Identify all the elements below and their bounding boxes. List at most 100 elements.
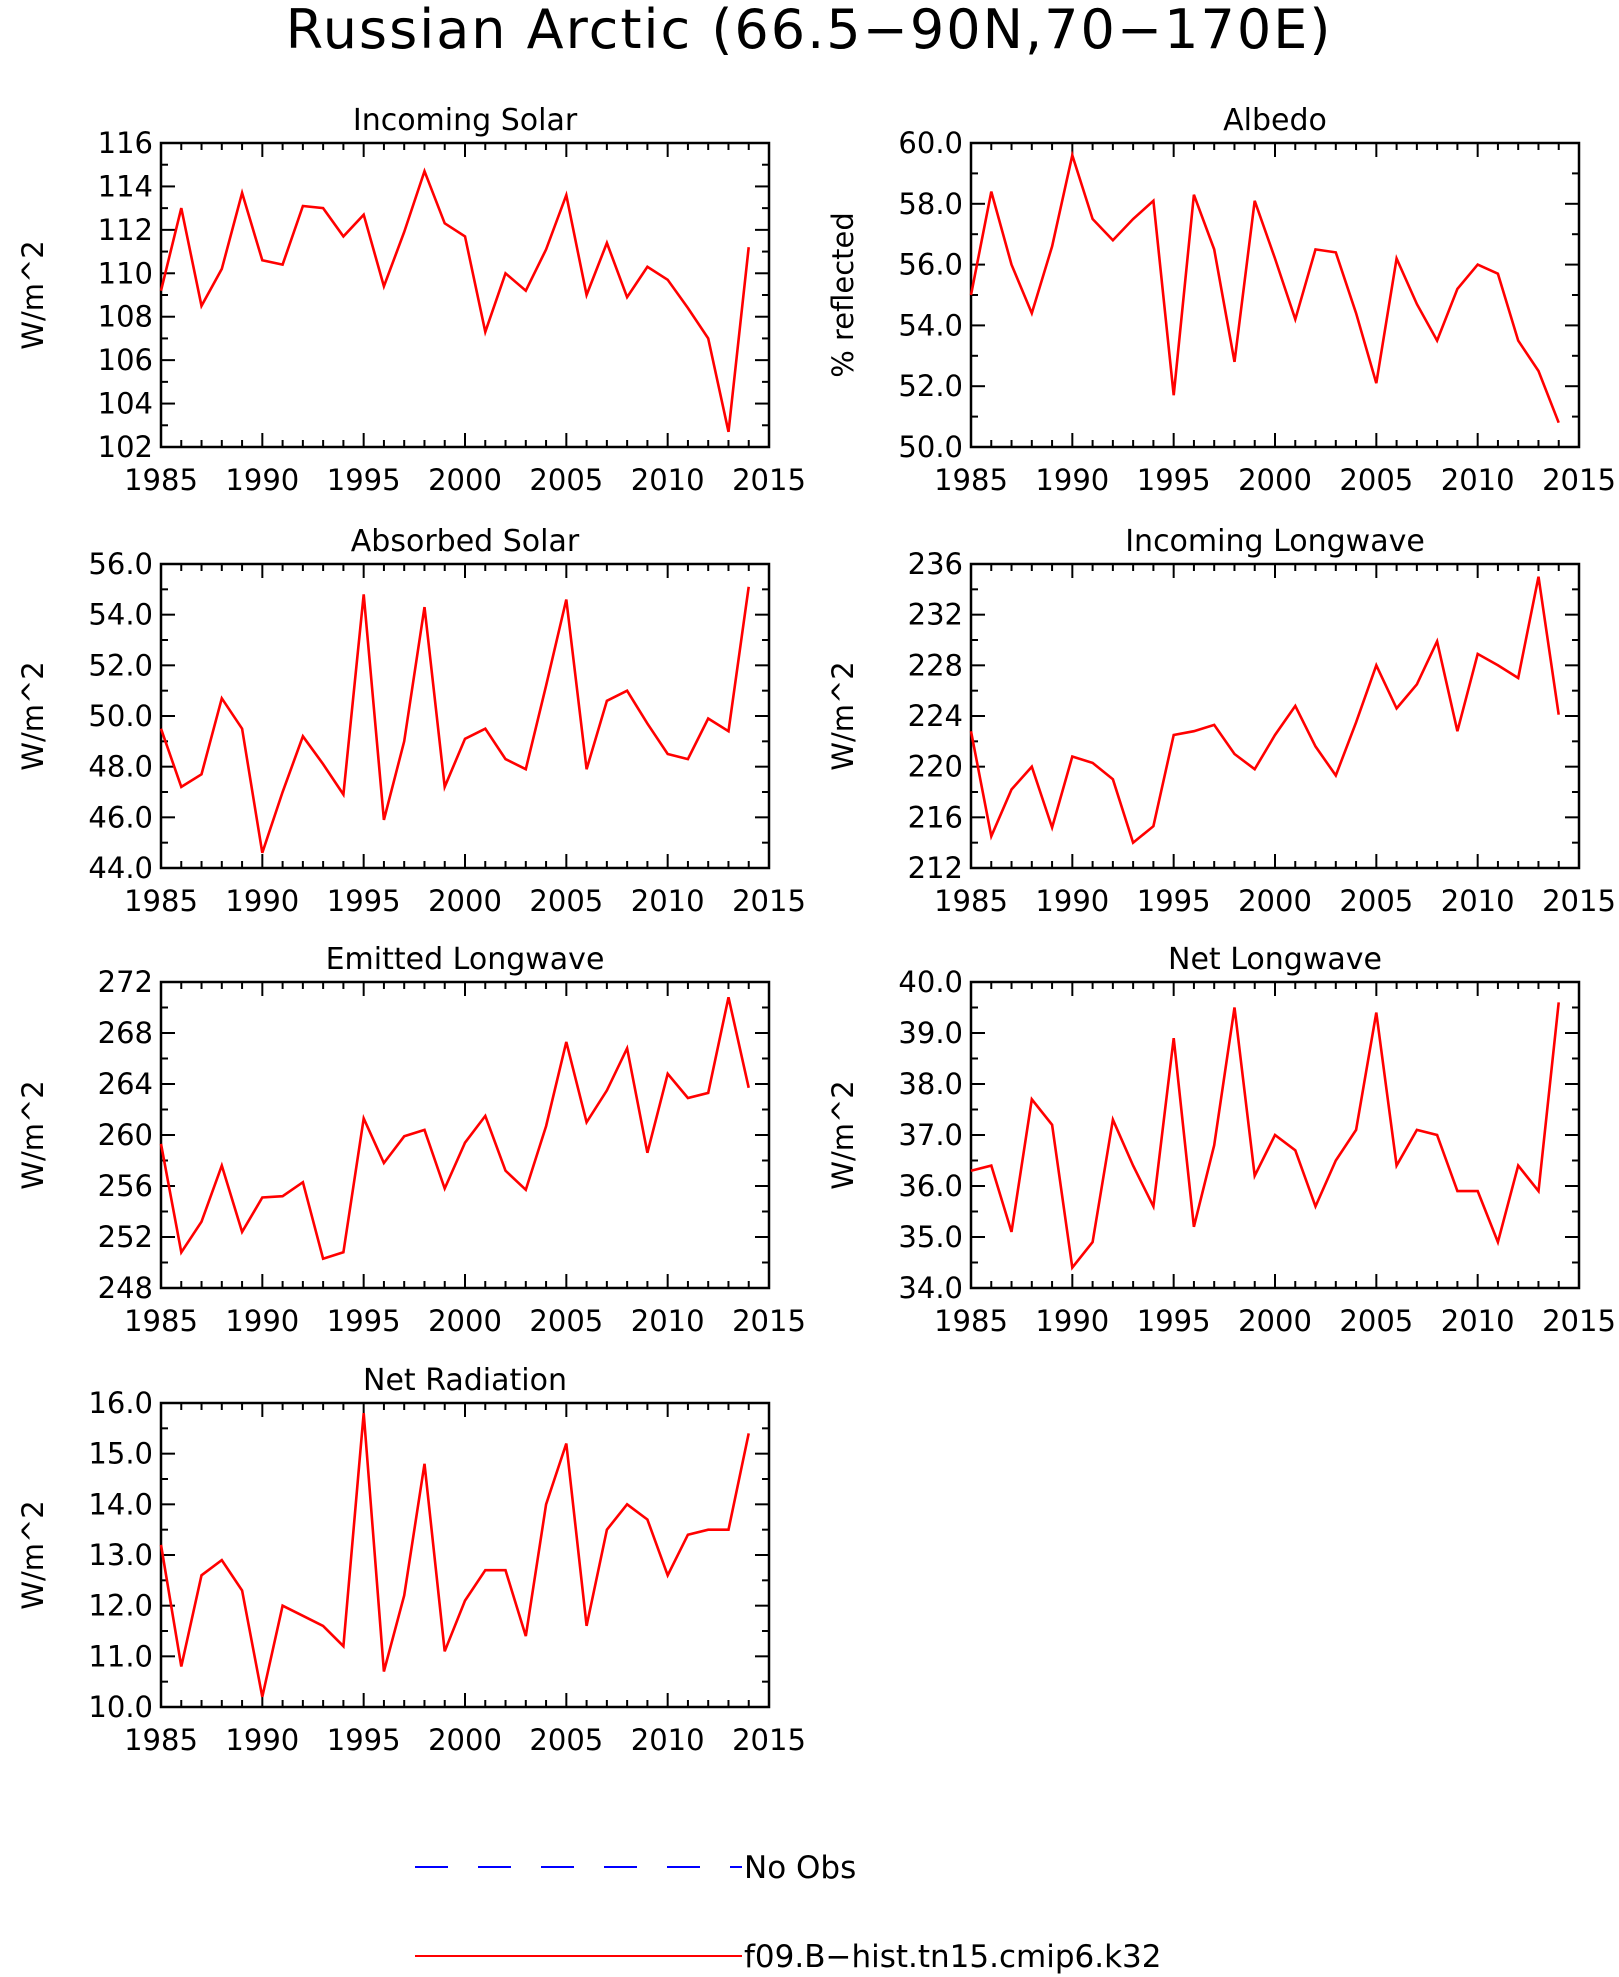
y-tick-label: 252 — [98, 1220, 153, 1254]
legend-label-no-obs: No Obs — [744, 1850, 856, 1886]
y-tick-label: 102 — [98, 430, 153, 464]
x-tick-label: 2005 — [1339, 463, 1413, 497]
x-tick-label: 1990 — [225, 463, 299, 497]
x-tick-label: 2005 — [529, 884, 603, 918]
x-tick-label: 1995 — [327, 1304, 401, 1338]
x-tick-label: 1985 — [124, 1304, 198, 1338]
x-tick-label: 1995 — [1137, 1304, 1211, 1338]
y-axis-label: W/m^2 — [16, 661, 50, 770]
x-tick-label: 2010 — [1441, 1304, 1515, 1338]
y-tick-label: 236 — [908, 547, 963, 581]
y-axis-label: W/m^2 — [826, 661, 860, 770]
x-tick-label: 1995 — [1137, 884, 1211, 918]
y-tick-label: 13.0 — [88, 1538, 153, 1572]
x-tick-label: 2015 — [1542, 463, 1616, 497]
y-tick-label: 46.0 — [88, 800, 153, 834]
x-tick-label: 2005 — [1339, 884, 1413, 918]
series-line-0 — [159, 997, 750, 1261]
y-tick-label: 216 — [908, 800, 963, 834]
x-tick-label: 2010 — [631, 884, 705, 918]
x-tick-label: 2015 — [732, 1723, 806, 1757]
chart-panel-6: 1985 1990 1995 2000 2005 2010 2015 10.0 11.0 12.0… — [16, 1363, 806, 1757]
x-tick-label: 2000 — [428, 463, 502, 497]
x-tick-label: 1990 — [225, 1304, 299, 1338]
series-line-0 — [159, 167, 750, 433]
y-tick-label: 228 — [908, 648, 963, 682]
y-tick-label: 35.0 — [898, 1220, 963, 1254]
x-tick-label: 2015 — [732, 463, 806, 497]
y-tick-label: 37.0 — [898, 1118, 963, 1152]
y-tick-label: 15.0 — [88, 1437, 153, 1471]
x-tick-label: 2015 — [732, 1304, 806, 1338]
x-tick-label: 2005 — [529, 1304, 603, 1338]
panel-title: Incoming Solar — [353, 103, 578, 138]
y-tick-label: 106 — [98, 343, 153, 377]
panel-title: Incoming Longwave — [1125, 524, 1425, 559]
y-tick-label: 14.0 — [88, 1487, 153, 1521]
y-axis-label: W/m^2 — [826, 1080, 860, 1189]
x-tick-label: 1985 — [934, 463, 1008, 497]
y-tick-label: 38.0 — [898, 1067, 963, 1101]
y-axis-label: % reflected — [826, 212, 860, 378]
x-tick-label: 1990 — [1035, 1304, 1109, 1338]
series-line-0 — [159, 586, 750, 854]
x-tick-label: 1990 — [1035, 463, 1109, 497]
chart-panel-4: 1985 1990 1995 2000 2005 2010 2015 248 252 256 260… — [16, 942, 806, 1338]
x-tick-label: 2010 — [1441, 884, 1515, 918]
y-tick-label: 58.0 — [898, 187, 963, 221]
x-tick-label: 2010 — [1441, 463, 1515, 497]
y-tick-label: 40.0 — [898, 965, 963, 999]
y-tick-label: 56.0 — [898, 248, 963, 282]
y-axis-label: W/m^2 — [16, 240, 50, 349]
panel-title: Emitted Longwave — [326, 942, 605, 977]
x-tick-label: 1995 — [327, 884, 401, 918]
panel-grid: 1985 1990 1995 2000 2005 2010 2015 102 104 106 108… — [16, 103, 1616, 1757]
x-tick-label: 2005 — [529, 1723, 603, 1757]
panel-title: Absorbed Solar — [351, 524, 580, 559]
figure-title: Russian Arctic (66.5−90N,70−170E) — [286, 0, 1333, 61]
x-tick-label: 1985 — [124, 1723, 198, 1757]
y-tick-label: 48.0 — [88, 750, 153, 784]
y-tick-label: 60.0 — [898, 126, 963, 160]
series-line-0 — [969, 150, 1560, 424]
x-tick-label: 2000 — [1238, 463, 1312, 497]
chart-panel-2: 1985 1990 1995 2000 2005 2010 2015 44.0 46.0 48.0… — [16, 524, 806, 918]
y-tick-label: 36.0 — [898, 1169, 963, 1203]
x-tick-label: 1995 — [327, 463, 401, 497]
x-tick-label: 1995 — [327, 1723, 401, 1757]
y-tick-label: 112 — [98, 213, 153, 247]
x-tick-label: 1985 — [124, 463, 198, 497]
y-tick-label: 52.0 — [898, 369, 963, 403]
y-tick-label: 212 — [908, 851, 963, 885]
x-tick-label: 1985 — [934, 884, 1008, 918]
x-tick-label: 2015 — [732, 884, 806, 918]
y-tick-label: 50.0 — [88, 699, 153, 733]
y-tick-label: 44.0 — [88, 851, 153, 885]
y-tick-label: 16.0 — [88, 1386, 153, 1420]
y-tick-label: 10.0 — [88, 1690, 153, 1724]
y-axis-label: W/m^2 — [16, 1500, 50, 1609]
chart-panel-3: 1985 1990 1995 2000 2005 2010 2015 212 216 220 224… — [826, 524, 1616, 918]
x-tick-label: 2010 — [631, 463, 705, 497]
x-tick-label: 1985 — [934, 1304, 1008, 1338]
panel-title: Albedo — [1223, 103, 1327, 138]
y-tick-label: 224 — [908, 699, 963, 733]
y-tick-label: 54.0 — [898, 308, 963, 342]
x-tick-label: 2005 — [529, 463, 603, 497]
x-tick-label: 1990 — [225, 884, 299, 918]
x-tick-label: 2000 — [1238, 1304, 1312, 1338]
x-tick-label: 2010 — [631, 1723, 705, 1757]
y-tick-label: 104 — [98, 387, 153, 421]
panel-title: Net Radiation — [363, 1363, 567, 1398]
y-tick-label: 39.0 — [898, 1016, 963, 1050]
legend-label-model: f09.B−hist.tn15.cmip6.k32 — [744, 1939, 1162, 1975]
y-tick-label: 114 — [98, 169, 153, 203]
x-tick-label: 2000 — [428, 1723, 502, 1757]
x-tick-label: 1990 — [1035, 884, 1109, 918]
y-tick-label: 12.0 — [88, 1589, 153, 1623]
x-tick-label: 2005 — [1339, 1304, 1413, 1338]
chart-panel-1: 1985 1990 1995 2000 2005 2010 2015 50.0 52.0 54.0… — [826, 103, 1616, 497]
legend: No Obs f09.B−hist.tn15.cmip6.k32 — [415, 1850, 1162, 1975]
